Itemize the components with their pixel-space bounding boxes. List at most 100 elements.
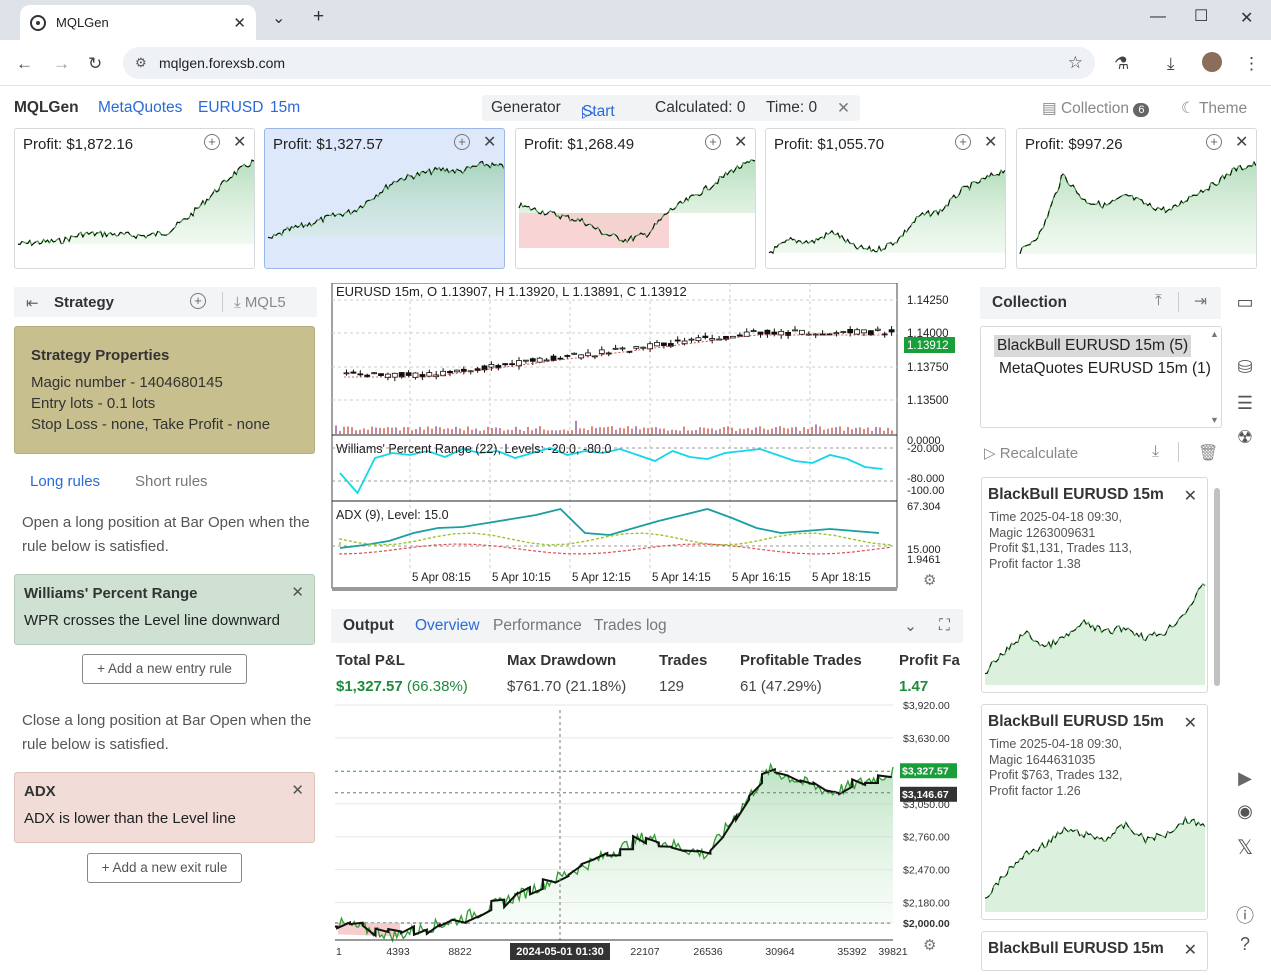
remove-entry-rule-icon[interactable]: ✕ bbox=[291, 584, 304, 601]
close-panel-icon[interactable]: ⇥ bbox=[1194, 293, 1207, 310]
collection-scrollbar[interactable] bbox=[1214, 488, 1220, 686]
collection-item[interactable]: BlackBull EURUSD 15m (5) bbox=[994, 335, 1192, 357]
remove-card-icon[interactable]: ✕ bbox=[483, 134, 497, 151]
scroll-down-icon[interactable]: ▼ bbox=[1210, 415, 1219, 425]
collection-item[interactable]: MetaQuotes EURUSD 15m (1) bbox=[999, 360, 1211, 377]
collapse-chevron-icon[interactable]: ⌄ bbox=[904, 618, 917, 635]
collapse-panel-icon[interactable]: ⇤ bbox=[26, 295, 39, 312]
tab-long-rules[interactable]: Long rules bbox=[30, 473, 101, 490]
address-bar-row: ← → ↻ ⚙ mqlgen.forexsb.com ☆ ⚗ ⤓ ⋮ bbox=[0, 40, 1271, 86]
download-icon[interactable]: ⤓ bbox=[1167, 54, 1175, 73]
add-to-collection-icon[interactable]: + bbox=[190, 293, 206, 309]
trash-icon[interactable]: 🗑 bbox=[1198, 445, 1219, 462]
exit-rule-card[interactable]: ADX ADX is lower than the Level line ✕ bbox=[14, 772, 315, 843]
collection-card-area bbox=[985, 583, 1205, 685]
candle bbox=[571, 352, 578, 355]
remove-card-icon[interactable]: ✕ bbox=[1235, 134, 1249, 151]
coins-icon[interactable]: ⛁ bbox=[1237, 357, 1253, 377]
scroll-up-icon[interactable]: ▲ bbox=[1210, 329, 1219, 339]
tab-list-chevron-icon[interactable]: ⌄ bbox=[272, 10, 286, 27]
add-card-icon[interactable]: + bbox=[1206, 134, 1222, 150]
strategy-card[interactable]: Profit: $1,872.16 + ✕ bbox=[14, 128, 255, 269]
labs-flask-icon[interactable]: ⚗ bbox=[1114, 54, 1130, 73]
remove-card-icon[interactable]: ✕ bbox=[233, 134, 247, 151]
chart-panel-icon[interactable]: ▭ bbox=[1236, 292, 1254, 312]
moon-icon: ☾ bbox=[1181, 100, 1195, 117]
add-card-icon[interactable]: + bbox=[204, 134, 220, 150]
candle bbox=[536, 357, 543, 363]
stop-close-icon[interactable]: ✕ bbox=[837, 100, 850, 117]
download-collection-icon[interactable]: ⤓ bbox=[1152, 443, 1160, 460]
candle bbox=[564, 355, 571, 357]
youtube-icon[interactable]: ▶ bbox=[1238, 768, 1252, 788]
remove-card-icon[interactable]: ✕ bbox=[1183, 488, 1197, 505]
remove-card-icon[interactable]: ✕ bbox=[984, 134, 998, 151]
x-twitter-icon[interactable]: 𝕏 bbox=[1236, 837, 1254, 859]
reload-icon[interactable]: ↻ bbox=[88, 54, 103, 73]
strategy-card[interactable]: Profit: $1,268.49 + ✕ bbox=[515, 128, 756, 269]
strategy-card[interactable]: Profit: $1,327.57 + ✕ bbox=[264, 128, 505, 269]
collection-button[interactable]: ▤ Collection 6 bbox=[1042, 99, 1150, 118]
add-entry-rule-button[interactable]: + Add a new entry rule bbox=[82, 654, 247, 684]
strategy-card[interactable]: Profit: $1,055.70 + ✕ bbox=[765, 128, 1006, 269]
add-exit-rule-button[interactable]: + Add a new exit rule bbox=[87, 853, 242, 883]
strategy-properties-box[interactable]: Strategy Properties Magic number - 14046… bbox=[14, 326, 315, 454]
tab-trades-log[interactable]: Trades log bbox=[594, 617, 667, 634]
reddit-icon[interactable]: ◉ bbox=[1237, 801, 1253, 821]
upload-icon[interactable]: ⤒ bbox=[1155, 292, 1162, 309]
entry-rule-card[interactable]: Williams' Percent Range WPR crosses the … bbox=[14, 574, 315, 645]
close-tab-icon[interactable]: ✕ bbox=[233, 14, 246, 32]
browser-menu-icon[interactable]: ⋮ bbox=[1243, 54, 1260, 73]
export-mql5-button[interactable]: ⤓ MQL5 bbox=[234, 294, 286, 311]
database-icon[interactable]: ☰ bbox=[1236, 393, 1254, 413]
minimize-icon[interactable]: — bbox=[1150, 8, 1166, 25]
help-icon[interactable]: ? bbox=[1239, 934, 1250, 954]
chart-settings-gear-icon[interactable]: ⚙ bbox=[923, 572, 937, 589]
card-equity-area bbox=[18, 160, 254, 246]
tab-short-rules[interactable]: Short rules bbox=[135, 473, 208, 490]
remove-card-icon[interactable]: ✕ bbox=[1183, 715, 1197, 732]
app-header: MQLGen MetaQuotes EURUSD 15m ▤ Collectio… bbox=[0, 88, 1271, 126]
remove-exit-rule-icon[interactable]: ✕ bbox=[291, 782, 304, 799]
url-field[interactable]: ⚙ mqlgen.forexsb.com ☆ bbox=[123, 47, 1095, 79]
maximize-icon[interactable]: ☐ bbox=[1194, 8, 1209, 25]
fullscreen-icon[interactable]: ⛶ bbox=[939, 617, 950, 634]
price-tick-label: 1.14250 bbox=[907, 295, 949, 307]
symbol-link[interactable]: EURUSD bbox=[198, 99, 264, 116]
back-icon[interactable]: ← bbox=[16, 54, 33, 73]
tab-overview[interactable]: Overview bbox=[415, 617, 480, 634]
add-card-icon[interactable]: + bbox=[955, 134, 971, 150]
stat-max-drawdown: Max Drawdown $761.70 (21.18%) bbox=[507, 652, 627, 695]
bookmark-star-icon[interactable]: ☆ bbox=[1067, 53, 1083, 72]
collection-card[interactable]: BlackBull EURUSD 15m ✕ bbox=[981, 931, 1208, 971]
tab-performance[interactable]: Performance bbox=[493, 617, 582, 634]
period-link[interactable]: 15m bbox=[270, 99, 301, 116]
radiation-icon[interactable]: ☢ bbox=[1236, 427, 1254, 447]
browser-tab[interactable]: MQLGen ✕ bbox=[20, 5, 256, 40]
profile-avatar[interactable] bbox=[1202, 52, 1222, 72]
info-icon[interactable]: ⓘ bbox=[1236, 906, 1254, 926]
new-tab-icon[interactable]: + bbox=[313, 6, 325, 27]
add-card-icon[interactable]: + bbox=[705, 134, 721, 150]
price-chart[interactable]: 1.14250 1.14000 1.13750 1.13500 1.13912 0.000… bbox=[330, 282, 960, 593]
add-card-icon[interactable]: + bbox=[454, 134, 470, 150]
broker-link[interactable]: MetaQuotes bbox=[98, 99, 183, 116]
collection-card[interactable]: BlackBull EURUSD 15m ✕ Time 2025-04-18 0… bbox=[981, 477, 1208, 693]
remove-card-icon[interactable]: ✕ bbox=[1183, 942, 1197, 959]
adx-label: ADX (9), Level: 15.0 bbox=[336, 508, 449, 522]
equity-chart[interactable]: $3,920.00 $3,630.00 $3,050.00 $2,760.00 $2,4… bbox=[330, 700, 962, 970]
time-tick-label: 5 Apr 10:15 bbox=[492, 572, 551, 584]
collection-card[interactable]: BlackBull EURUSD 15m ✕ Time 2025-04-18 0… bbox=[981, 704, 1208, 920]
candle bbox=[654, 342, 660, 347]
recalculate-button[interactable]: ▷ Recalculate bbox=[984, 445, 1079, 462]
theme-button[interactable]: ☾ Theme bbox=[1181, 100, 1248, 117]
remove-card-icon[interactable]: ✕ bbox=[734, 134, 748, 151]
price-tick-label: 1.13500 bbox=[907, 395, 949, 407]
forward-icon[interactable]: → bbox=[53, 54, 70, 73]
candle bbox=[598, 349, 605, 354]
close-window-icon[interactable]: ✕ bbox=[1240, 10, 1254, 27]
equity-settings-gear-icon[interactable]: ⚙ bbox=[923, 937, 937, 954]
site-info-icon[interactable]: ⚙ bbox=[135, 55, 147, 70]
total-pl-value: $1,327.57 bbox=[336, 678, 403, 695]
strategy-card[interactable]: Profit: $997.26 + ✕ bbox=[1016, 128, 1257, 269]
